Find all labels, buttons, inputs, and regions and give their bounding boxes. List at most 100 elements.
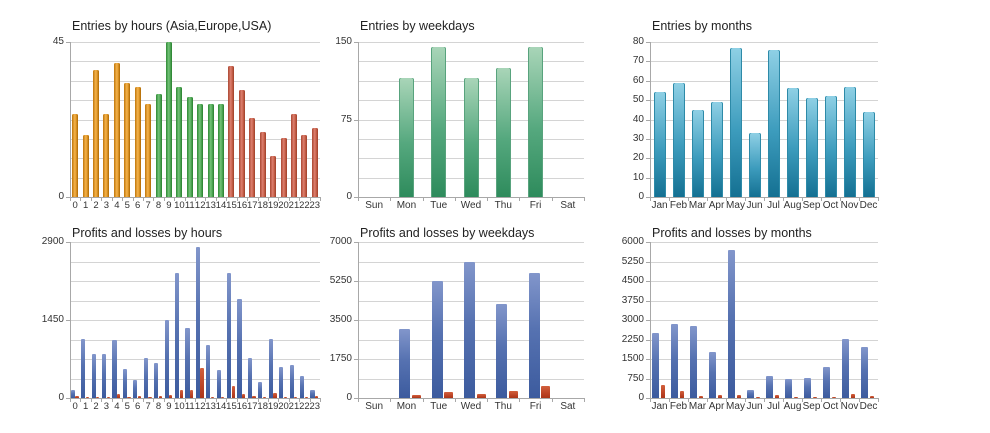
x-axis-tick [153,398,154,402]
gridline [650,359,878,360]
x-axis-tick [552,398,553,402]
x-axis-label: 19 [267,401,279,412]
bar-profits-16 [237,299,242,398]
x-axis-tick [584,197,585,201]
bar-entries-6 [134,87,141,197]
bar-profits-13 [206,345,211,398]
x-axis-label: Apr [708,401,725,412]
x-axis-tick [859,197,860,201]
bar-losses-Tue [444,392,454,398]
x-axis-tick [764,398,765,402]
x-axis-label: 18 [257,200,268,211]
bar-profits-Nov [841,339,849,398]
x-axis-tick [153,197,154,201]
gridline [650,139,878,140]
x-axis-tick [258,398,259,402]
y-axis-label: 0 [346,392,352,403]
bar-profits-Jun [746,390,754,398]
plot-area: 2900 1450 0 0 1 2 3 4 5 6 7 8 9 10 11 12 13 14 15 16 17 18 19 2… [42,237,321,412]
x-axis-label: Jan [651,401,668,412]
x-axis-tick [669,398,670,402]
x-axis-tick [164,398,165,402]
x-axis-tick [726,197,727,201]
x-axis-tick [859,398,860,402]
x-axis-label: 11 [184,401,195,412]
x-axis-tick [289,398,290,402]
x-axis-tick [707,398,708,402]
y-axis-label: 2250 [621,334,644,345]
bar-entries-Thu [495,68,511,197]
plot-area: 45 0 0 1 2 3 4 5 6 7 8 9 10 11 12 13 14 15 16 17 18 19 20 21 22 2… [53,37,321,211]
gridline [70,242,320,243]
bar-profits-4 [112,340,117,398]
x-axis-tick [552,197,553,201]
chart-title: Profits and losses by hours [72,226,223,240]
gridline [70,61,320,62]
y-axis-tick [646,139,650,140]
gridline [650,242,878,243]
chart-title: Profits and losses by months [652,226,812,240]
x-axis-label: 7 [145,200,151,211]
y-axis-tick [66,398,70,399]
bar-profits-Jan [651,333,659,398]
bar-losses-5 [127,397,131,398]
bar-profits-Mar [689,326,697,398]
x-axis-tick [310,197,311,201]
chart-title: Entries by weekdays [360,19,475,33]
x-axis-label: 23 [309,200,321,211]
y-axis-tick [646,359,650,360]
y-axis-label: 5250 [329,275,352,286]
x-axis-tick [80,398,81,402]
x-axis-tick [783,197,784,201]
x-axis-tick [764,197,765,201]
bar-entries-10 [176,87,183,197]
bar-losses-13 [210,397,214,398]
plot-area: 80 70 60 50 40 30 20 10 0 Jan Feb Mar Apr May Jun Jul Au… [633,37,879,211]
bar-entries-Mon [398,78,414,197]
y-axis-label: 1750 [329,353,352,364]
x-axis-label: 14 [215,200,227,211]
bar-losses-Wed [476,394,486,398]
bar-profits-7 [143,358,148,398]
gridline [650,379,878,380]
x-axis-tick [101,398,102,402]
bar-entries-Apr [710,102,723,197]
x-axis-label: 2 [93,200,99,211]
bar-entries-Jul [767,50,780,197]
bar-profits-Mon [399,329,411,398]
bar-losses-15 [231,386,235,398]
bar-profits-1 [81,339,86,398]
x-axis-tick [783,398,784,402]
bar-entries-5 [124,83,131,197]
y-axis-label: 45 [52,36,64,47]
bar-losses-19 [273,393,277,398]
y-axis-tick [646,398,650,399]
y-axis-label: 1500 [621,353,644,364]
x-axis-label: 20 [278,200,289,211]
gridline [650,61,878,62]
y-axis-tick [354,359,358,360]
x-axis-label: Mar [688,401,707,412]
y-axis-label: 20 [632,152,644,163]
x-axis-tick [112,197,113,201]
bar-losses-May [736,395,741,398]
x-axis-label: 18 [257,401,268,412]
x-axis-tick [423,398,424,402]
bar-entries-23 [311,128,318,197]
x-axis-label: 12 [194,200,206,211]
y-axis-line [358,242,359,398]
x-axis-label: 10 [174,401,185,412]
x-axis-label: Oct [822,200,839,211]
x-axis-label: 4 [114,401,120,412]
bar-entries-21 [290,114,297,197]
bar-losses-Jan [660,385,665,398]
bar-profits-Fri [528,273,540,398]
y-axis-line [358,42,359,197]
bar-profits-Sep [803,378,811,398]
y-axis-tick [66,197,70,198]
bar-entries-Oct [824,96,837,197]
bar-losses-10 [179,390,183,398]
y-axis-tick [354,42,358,43]
x-axis-label: 22 [299,200,310,211]
y-axis-tick [66,320,70,321]
